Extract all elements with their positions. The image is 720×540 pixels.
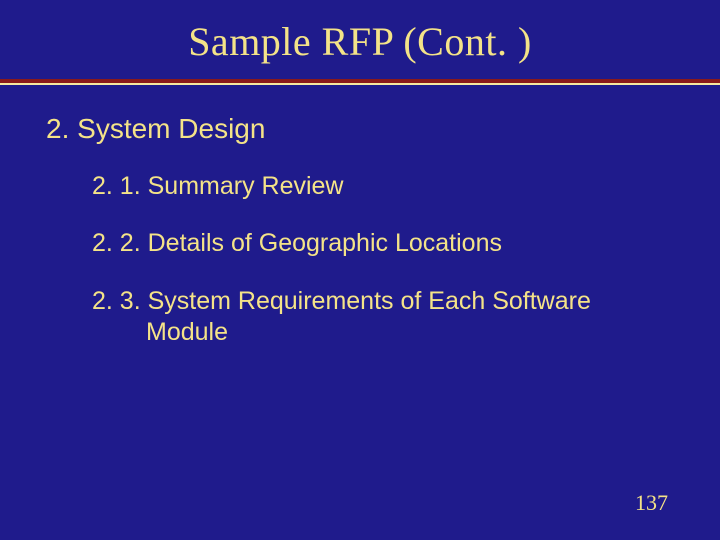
- list-item: 2. 2. Details of Geographic Locations: [92, 228, 680, 259]
- divider-bottom-line: [0, 83, 720, 85]
- section-heading: 2. System Design: [46, 113, 680, 145]
- item-text-continuation: Module: [146, 317, 680, 348]
- item-text: System Requirements of Each Software: [148, 287, 591, 315]
- item-text: Details of Geographic Locations: [148, 229, 502, 257]
- slide-content: 2. System Design 2. 1. Summary Review 2.…: [0, 87, 720, 348]
- section-title: System Design: [77, 113, 265, 144]
- slide-title: Sample RFP (Cont. ): [0, 0, 720, 79]
- item-number: 2. 3.: [92, 287, 141, 315]
- presentation-slide: Sample RFP (Cont. ) 2. System Design 2. …: [0, 0, 720, 540]
- item-number: 2. 2.: [92, 229, 141, 257]
- title-divider: [0, 79, 720, 87]
- page-number: 137: [635, 490, 668, 516]
- section-number: 2.: [46, 113, 69, 144]
- list-item: 2. 3. System Requirements of Each Softwa…: [92, 286, 680, 349]
- item-number: 2. 1.: [92, 172, 141, 200]
- list-item: 2. 1. Summary Review: [92, 171, 680, 202]
- item-text: Summary Review: [148, 172, 344, 200]
